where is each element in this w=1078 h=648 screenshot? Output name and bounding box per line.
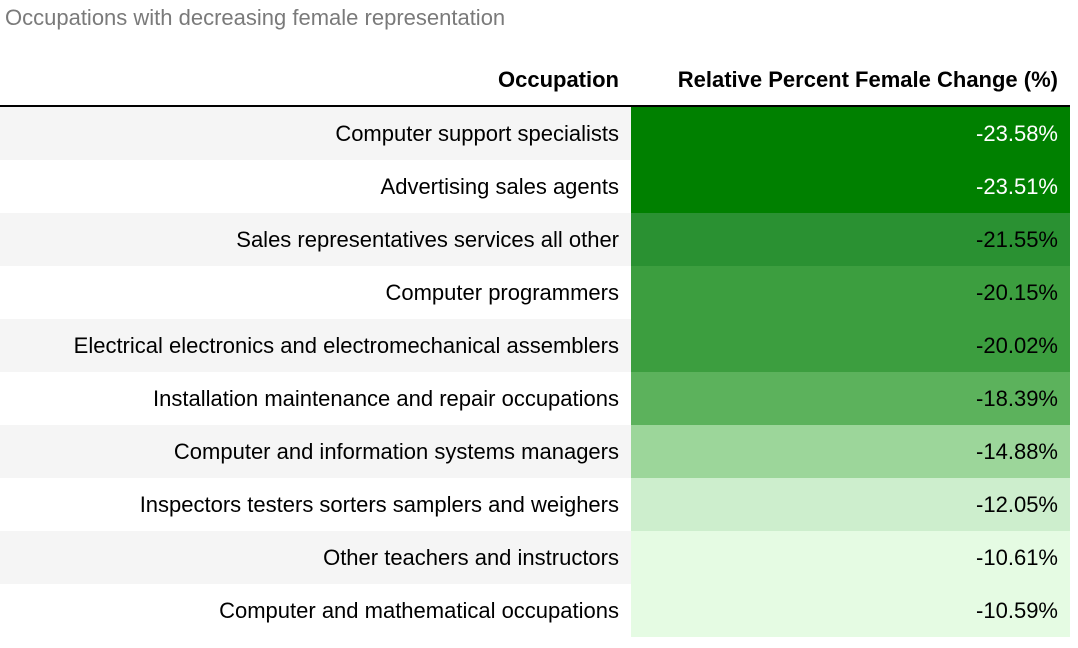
change-value-cell: -21.55% [631, 213, 1070, 266]
occupation-table: Occupation Relative Percent Female Chang… [0, 54, 1070, 637]
table-row: Computer programmers -20.15% [0, 266, 1070, 319]
table-row: Other teachers and instructors -10.61% [0, 531, 1070, 584]
change-value-cell: -20.15% [631, 266, 1070, 319]
occupation-cell: Computer support specialists [0, 107, 631, 160]
change-value-cell: -23.58% [631, 107, 1070, 160]
table-row: Advertising sales agents -23.51% [0, 160, 1070, 213]
change-value-cell: -20.02% [631, 319, 1070, 372]
change-value-cell: -23.51% [631, 160, 1070, 213]
occupation-cell: Computer and information systems manager… [0, 425, 631, 478]
table-row: Sales representatives services all other… [0, 213, 1070, 266]
table-row: Computer and information systems manager… [0, 425, 1070, 478]
header-relative-change: Relative Percent Female Change (%) [677, 66, 1058, 92]
table-row: Installation maintenance and repair occu… [0, 372, 1070, 425]
occupation-cell: Inspectors testers sorters samplers and … [0, 478, 631, 531]
change-value-cell: -12.05% [631, 478, 1070, 531]
table-body: Computer support specialists -23.58% Adver… [0, 107, 1070, 637]
occupation-cell: Advertising sales agents [0, 160, 631, 213]
change-value-cell: -10.59% [631, 584, 1070, 637]
occupation-cell: Electrical electronics and electromechan… [0, 319, 631, 372]
table-row: Inspectors testers sorters samplers and … [0, 478, 1070, 531]
occupation-cell: Sales representatives services all other [0, 213, 631, 266]
table-header: Occupation Relative Percent Female Chang… [0, 54, 1070, 107]
occupation-cell: Other teachers and instructors [0, 531, 631, 584]
change-value-cell: -10.61% [631, 531, 1070, 584]
change-value-cell: -14.88% [631, 425, 1070, 478]
occupation-cell: Computer programmers [0, 266, 631, 319]
occupation-cell: Computer and mathematical occupations [0, 584, 631, 637]
occupation-cell: Installation maintenance and repair occu… [0, 372, 631, 425]
table-row: Computer and mathematical occupations -10… [0, 584, 1070, 637]
change-value-cell: -18.39% [631, 372, 1070, 425]
table-row: Computer support specialists -23.58% [0, 107, 1070, 160]
table-row: Electrical electronics and electromechan… [0, 319, 1070, 372]
header-occupation: Occupation [497, 66, 619, 92]
table-title: Occupations with decreasing female repre… [5, 5, 506, 30]
